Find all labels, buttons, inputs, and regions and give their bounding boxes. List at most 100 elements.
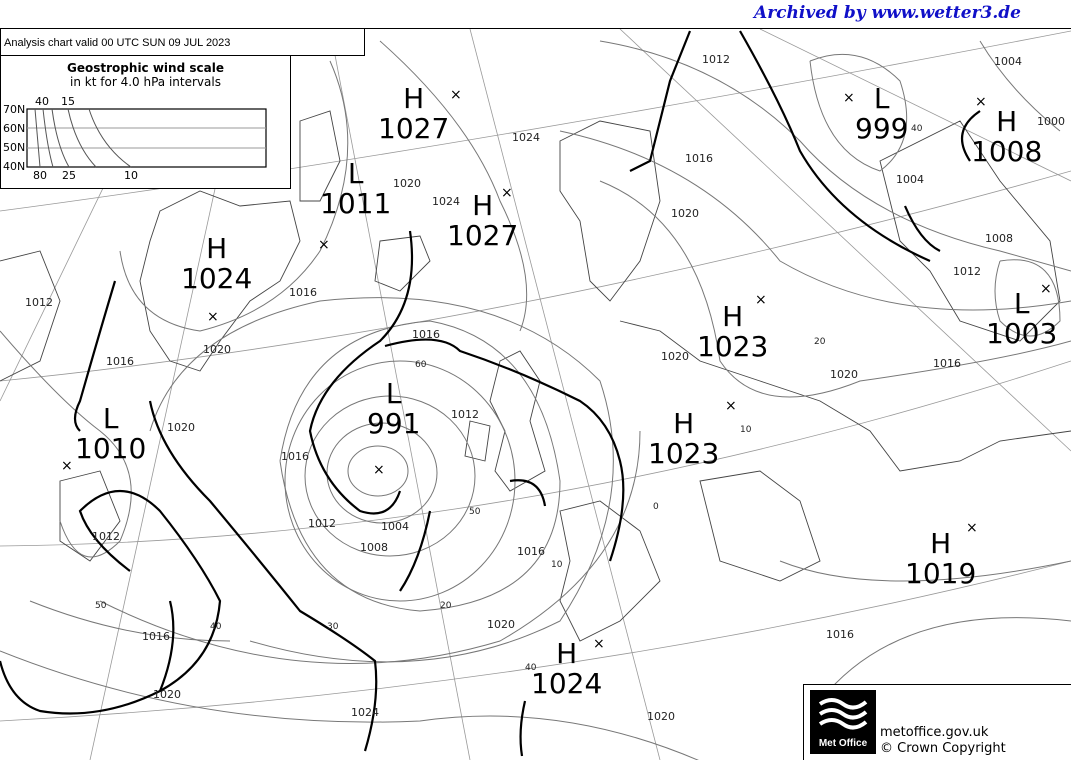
isobar-label: 1016 (933, 357, 961, 370)
isobar-label: 1016 (517, 545, 545, 558)
isobar-label: 1024 (351, 706, 379, 719)
center-cross-icon: × (593, 636, 605, 652)
isobar-label: 1024 (512, 131, 540, 144)
center-cross-icon: × (501, 185, 513, 201)
archive-banner[interactable]: Archived by www.wetter3.de (754, 3, 1021, 23)
isobar-label: 1020 (830, 368, 858, 381)
lat-label: 50 (469, 507, 481, 517)
trough (519, 700, 527, 757)
lat-label: 20 (814, 337, 826, 347)
center-cross-icon: × (318, 237, 330, 253)
latitude-scale-labels: 60 50 20 10 40 30 40 50 10 20 0 40 (95, 124, 923, 673)
weather-map: 1012 1016 1020 1024 1020 1024 1016 1020 … (0, 28, 1071, 760)
graticule (0, 29, 1071, 760)
cold-front (148, 400, 378, 752)
lat-label: 10 (551, 560, 563, 570)
cold-front (629, 30, 692, 172)
met-office-footer: Met Office metoffice.gov.uk © Crown Copy… (803, 684, 1071, 760)
lat-label: 60N (3, 122, 26, 135)
isobar-label: 1024 (432, 195, 460, 208)
trough (960, 110, 981, 162)
isobar-label: 1016 (281, 450, 309, 463)
scale-label: 15 (61, 95, 75, 108)
scale-label: 80 (33, 169, 47, 182)
pressure-center: H 1024 (531, 637, 603, 700)
wind-scale-graph (26, 108, 267, 168)
isobar-label: 1020 (671, 207, 699, 220)
isobar-label: 1020 (647, 710, 675, 723)
pressure-center: H 1027 (378, 82, 450, 145)
isobar-label: 1016 (289, 286, 317, 299)
isobar-label: 1008 (985, 232, 1013, 245)
isobar-label: 1016 (142, 630, 170, 643)
trough (509, 479, 547, 507)
isobar-label: 1020 (661, 350, 689, 363)
center-cross-icon: × (1040, 281, 1052, 297)
lat-label: 60 (415, 360, 427, 370)
isobar-label: 1016 (106, 355, 134, 368)
chart-title: Analysis chart valid 00 UTC SUN 09 JUL 2… (0, 28, 365, 56)
isobar-label: 1012 (92, 530, 120, 543)
fronts (0, 30, 981, 757)
wind-scale-title: Geostrophic wind scale (67, 61, 224, 75)
lat-label: 40 (911, 124, 923, 134)
center-cross-icon: × (450, 87, 462, 103)
occluded-front (0, 490, 222, 715)
pressure-center: H 1008 (971, 105, 1043, 168)
isobar-label: 1008 (360, 541, 388, 554)
pressure-center: L 999 (855, 82, 909, 145)
lat-label: 50 (95, 601, 107, 611)
lat-label: 0 (653, 502, 659, 512)
website-link[interactable]: metoffice.gov.uk (880, 725, 989, 740)
center-cross-icon: × (61, 458, 73, 474)
geostrophic-wind-scale: Geostrophic wind scale in kt for 4.0 hPa… (0, 56, 291, 189)
met-office-logo: Met Office (810, 690, 876, 754)
isobar-label: 1004 (994, 55, 1022, 68)
isobar-label: 1016 (826, 628, 854, 641)
waves-icon (818, 698, 868, 730)
center-cross-icon: × (843, 90, 855, 106)
isobar-label: 1016 (685, 152, 713, 165)
pressure-center: H 1024 (181, 232, 253, 295)
isobar-label: 1004 (381, 520, 409, 533)
isobar-label: 1012 (25, 296, 53, 309)
isobar-label: 1012 (702, 53, 730, 66)
isobar-label: 1012 (953, 265, 981, 278)
pressure-center: L 1003 (986, 287, 1058, 350)
map-canvas: 1012 1016 1020 1024 1020 1024 1016 1020 … (0, 29, 1071, 760)
center-cross-icon: × (755, 292, 767, 308)
pressure-center: H 1019 (905, 527, 977, 590)
isobars (0, 40, 1071, 760)
center-cross-icon: × (725, 398, 737, 414)
pressure-center: L 1010 (75, 402, 147, 465)
isobar-label: 1020 (167, 421, 195, 434)
isobar-label: 1012 (451, 408, 479, 421)
occluded-front (739, 30, 931, 263)
isobar-label: 1016 (412, 328, 440, 341)
copyright: © Crown Copyright (880, 741, 1006, 756)
cold-front (73, 280, 117, 432)
lat-label: 20 (440, 601, 452, 611)
lat-label: 40 (525, 663, 537, 673)
isobar-label: 1012 (308, 517, 336, 530)
isobar-labels: 1012 1016 1020 1024 1020 1024 1016 1020 … (25, 53, 1065, 723)
center-cross-icon: × (966, 520, 978, 536)
pressure-center: H 1023 (697, 300, 769, 363)
cold-front (308, 230, 414, 515)
center-cross-icon: × (373, 462, 385, 478)
isobar-label: 1020 (487, 618, 515, 631)
scale-label: 10 (124, 169, 138, 182)
isobar-label: 1020 (153, 688, 181, 701)
lat-label: 40N (3, 160, 26, 173)
trough (903, 205, 941, 252)
trough (158, 600, 175, 692)
isobar-label: 1004 (896, 173, 924, 186)
lat-label: 40 (210, 622, 222, 632)
pressure-center: H 1023 (648, 407, 720, 470)
pressure-center: H 1027 (447, 189, 519, 252)
wind-scale-subtitle: in kt for 4.0 hPa intervals (70, 75, 221, 89)
isobar-label: 1000 (1037, 115, 1065, 128)
warm-front (384, 338, 625, 562)
lat-label: 70N (3, 103, 26, 116)
center-cross-icon: × (207, 309, 219, 325)
